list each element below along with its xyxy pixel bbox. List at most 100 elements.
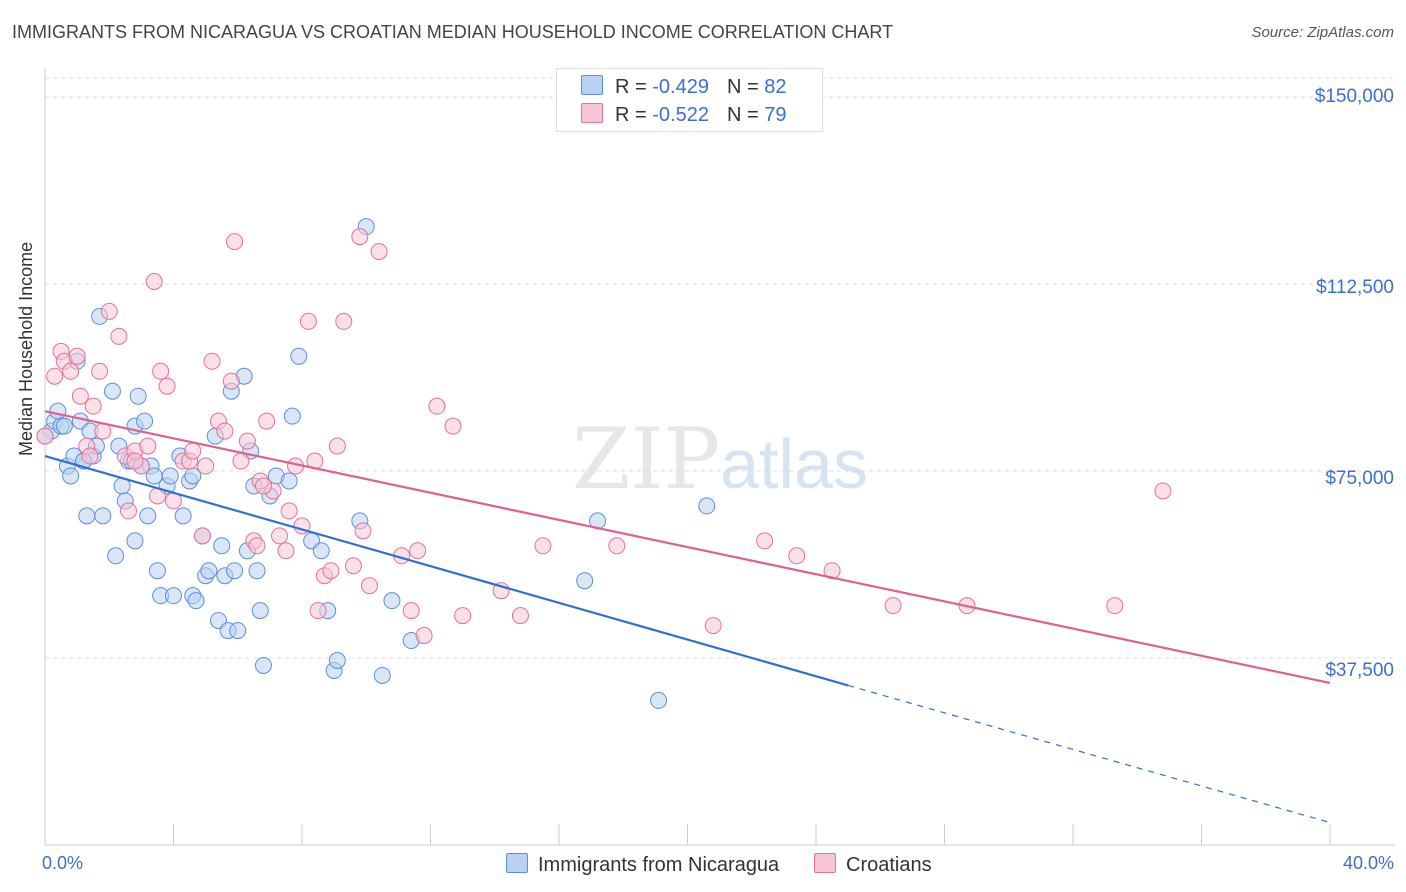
grid-lines (45, 77, 1395, 659)
legend-n-label: N = (726, 104, 759, 126)
legend-item-nicaragua: Immigrants from Nicaragua (506, 853, 779, 877)
data-point (91, 362, 109, 380)
legend-r-label: R = (615, 104, 647, 126)
legend-n-label: N = (726, 76, 759, 98)
legend-n-value: 79 (764, 104, 787, 126)
data-point (226, 562, 244, 580)
data-point (335, 312, 353, 330)
data-point (328, 437, 346, 455)
data-point (46, 367, 64, 385)
data-point (756, 532, 774, 550)
chart-title: IMMIGRANTS FROM NICARAGUA VS CROATIAN ME… (12, 22, 894, 42)
data-point (229, 622, 247, 640)
series-croatians (36, 228, 1172, 645)
y-tick-label: $112,500 (1316, 277, 1394, 298)
data-point (280, 502, 298, 520)
data-point (100, 302, 118, 320)
data-point (193, 527, 211, 545)
y-tick-label: $150,000 (1314, 86, 1394, 107)
data-point (360, 577, 378, 595)
data-point (248, 537, 266, 555)
legend-item-croatians: Croatians (814, 853, 932, 877)
data-point (161, 467, 179, 485)
legend-r-value: -0.429 (652, 76, 709, 98)
data-point (884, 597, 902, 615)
legend-r-value: -0.522 (652, 104, 709, 126)
data-point (152, 362, 170, 380)
data-point (222, 372, 240, 390)
data-point (788, 547, 806, 565)
data-point (322, 562, 340, 580)
data-point (698, 497, 716, 515)
data-point (290, 347, 308, 365)
data-point (283, 407, 301, 425)
data-point (197, 457, 215, 475)
data-point (126, 452, 144, 470)
data-point (444, 417, 462, 435)
data-point (136, 412, 154, 430)
data-point (78, 507, 96, 525)
data-point (139, 437, 157, 455)
legend-n-value: 82 (764, 76, 787, 98)
data-point (187, 592, 205, 610)
y-axis-label: Median Household Income (16, 241, 36, 456)
data-point (309, 602, 327, 620)
data-point (354, 522, 372, 540)
data-point (107, 547, 125, 565)
data-point (402, 602, 420, 620)
legend-swatch-blue (506, 853, 528, 873)
data-point (258, 412, 276, 430)
data-point (81, 447, 99, 465)
data-point (251, 602, 269, 620)
data-point (62, 467, 80, 485)
data-point (328, 651, 346, 669)
data-point (312, 542, 330, 560)
data-point (704, 617, 722, 635)
data-point (280, 472, 298, 490)
data-point (165, 587, 182, 605)
trend-line-nicaragua-extension (847, 684, 1331, 824)
legend-swatch-pink (581, 103, 603, 123)
data-point (1154, 482, 1172, 500)
data-point (84, 397, 102, 415)
x-tick-label: 40.0% (1342, 853, 1394, 873)
data-point (126, 532, 144, 550)
data-point (148, 562, 166, 580)
data-point (409, 542, 427, 560)
data-point (145, 273, 163, 291)
legend-r-label: R = (615, 76, 647, 98)
y-tick-label: $37,500 (1325, 660, 1394, 681)
data-point (373, 666, 391, 684)
data-point (299, 312, 317, 330)
trend-line-nicaragua (44, 454, 849, 687)
data-point (103, 382, 121, 400)
data-point (36, 427, 54, 445)
data-point (213, 537, 231, 555)
data-point (254, 656, 272, 674)
data-point (650, 691, 668, 709)
legend-row-nicaragua: R = -0.429 N = 82 (581, 75, 786, 99)
data-point (68, 347, 86, 365)
data-point (216, 422, 234, 440)
data-point (415, 627, 433, 645)
data-point (158, 377, 176, 395)
data-point (454, 607, 472, 625)
trend-line-croatians (44, 410, 1331, 685)
legend-label: Immigrants from Nicaragua (538, 854, 780, 876)
y-tick-label: $75,000 (1325, 468, 1394, 489)
data-point (49, 402, 67, 420)
chart-source: Source: ZipAtlas.com (1251, 24, 1394, 41)
legend-row-croatians: R = -0.522 N = 79 (581, 103, 786, 127)
data-point (576, 572, 594, 590)
x-tick-label: 0.0% (42, 853, 84, 873)
data-point (55, 417, 73, 435)
data-point (370, 243, 388, 261)
data-point (271, 527, 289, 545)
data-point (71, 387, 89, 405)
data-point (226, 233, 244, 251)
trend-lines (44, 410, 1331, 824)
legend-label: Croatians (846, 854, 932, 876)
watermark: ZIPatlas (572, 410, 868, 508)
data-point (184, 442, 202, 460)
